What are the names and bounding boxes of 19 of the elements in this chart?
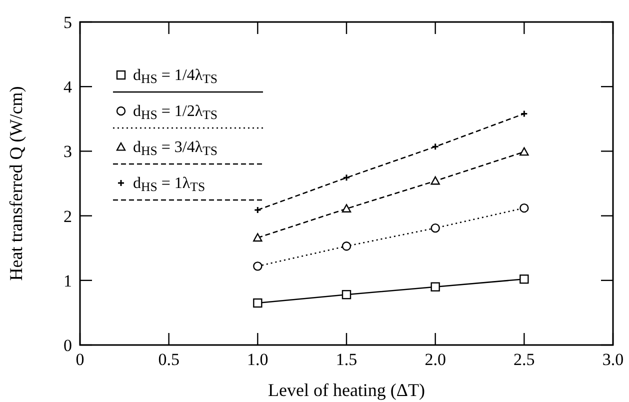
x-tick-label: 0 [76,350,84,369]
x-tick-label: 0.5 [158,350,180,369]
x-tick-label: 3.0 [602,350,624,369]
legend-label: d$_{HS}$ = 1λ$_{TS}$ [133,175,206,194]
legend-label: d$_{HS}$ = 3/4λ$_{TS}$ [133,139,218,158]
x-tick-label: 1.5 [336,350,358,369]
y-axis-title: Heat transferred Q (W/cm) [6,86,26,281]
y-tick-label: 2 [64,206,72,226]
x-tick-label: 2.5 [514,350,535,369]
y-tick-label: 0 [64,336,72,355]
legend-label: d$_{HS}$ = 1/2λ$_{TS}$ [133,103,218,122]
y-tick-label: 4 [64,78,72,97]
legend-label: d$_{HS}$ = 1/4λ$_{TS}$ [133,67,218,86]
y-tick-label: 1 [64,271,72,290]
x-axis-title: Level of heating (ΔT) [268,380,426,400]
y-tick-label: 3 [64,142,72,162]
x-tick-label: 1.0 [247,350,268,369]
x-tick-label: 2.0 [424,350,446,369]
y-tick-label: 5 [64,12,72,32]
